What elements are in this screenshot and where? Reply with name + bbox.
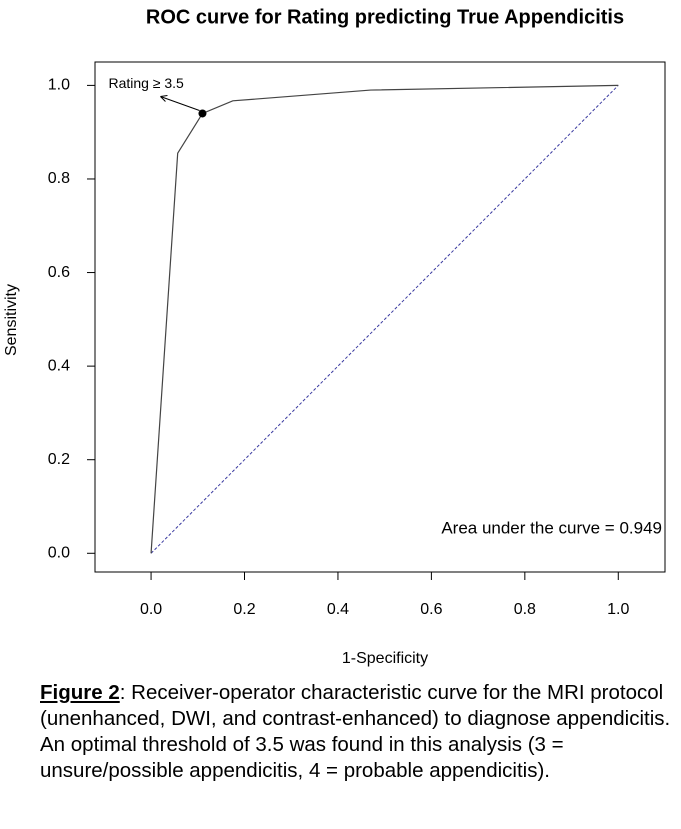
x-tick-label: 1.0 xyxy=(607,601,629,618)
y-tick-label: 1.0 xyxy=(48,77,70,94)
y-tick-label: 0.6 xyxy=(48,264,70,281)
x-tick-label: 0.6 xyxy=(420,601,442,618)
y-tick-label: 0.4 xyxy=(48,357,70,374)
chart: ROC curve for Rating predicting True App… xyxy=(3,6,666,667)
threshold-label: Rating ≥ 3.5 xyxy=(108,75,184,91)
caption-text: : Receiver-operator characteristic curve… xyxy=(40,681,671,782)
x-tick-label: 0.4 xyxy=(327,601,349,618)
threshold-point xyxy=(198,109,207,118)
auc-text: Area under the curve = 0.949 xyxy=(441,518,662,537)
reference-line xyxy=(150,85,619,554)
y-tick-label: 0.8 xyxy=(48,170,70,187)
y-axis-label: Sensitivity xyxy=(3,284,20,356)
roc-curve xyxy=(150,84,619,554)
y-tick-label: 0.0 xyxy=(48,545,70,562)
caption: Figure 2: Receiver-operator characterist… xyxy=(40,680,676,784)
plot-frame xyxy=(94,61,666,573)
x-tick-label: 0.0 xyxy=(140,601,162,618)
annotation-arrow xyxy=(160,95,200,111)
x-axis-label: 1-Specificity xyxy=(342,650,428,667)
x-tick-label: 0.2 xyxy=(233,601,255,618)
annotation-arrowhead xyxy=(160,94,168,102)
x-tick-label: 0.8 xyxy=(514,601,536,618)
caption-label: Figure 2 xyxy=(40,681,120,704)
chart-title: ROC curve for Rating predicting True App… xyxy=(146,6,624,28)
y-tick-label: 0.2 xyxy=(48,451,70,468)
